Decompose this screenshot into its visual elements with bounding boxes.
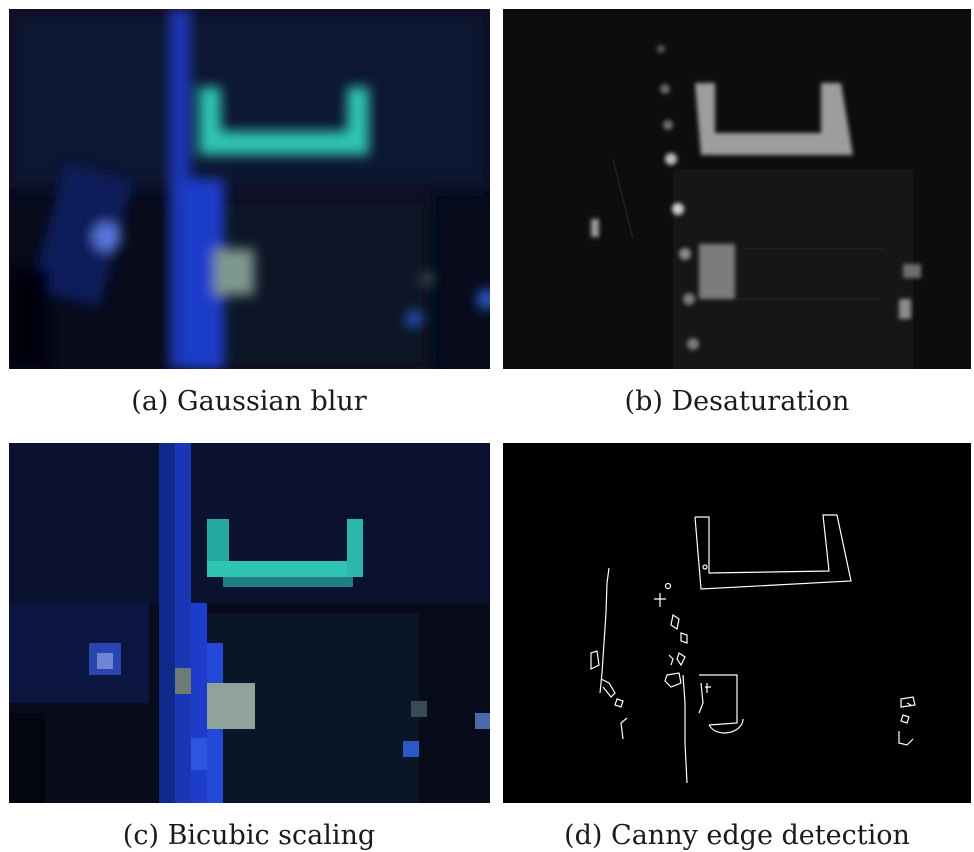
desaturation-image [503,9,971,369]
gaussian-blur-image [9,9,490,369]
caption-bicubic-scaling: (c) Bicubic scaling [122,820,376,851]
caption-gaussian-blur: (a) Gaussian blur [131,386,367,417]
canny-edge-image [503,443,971,803]
caption-canny-edge-detection: (d) Canny edge detection [564,820,910,851]
bicubic-scaling-image [9,443,490,803]
caption-desaturation: (b) Desaturation [624,386,850,417]
